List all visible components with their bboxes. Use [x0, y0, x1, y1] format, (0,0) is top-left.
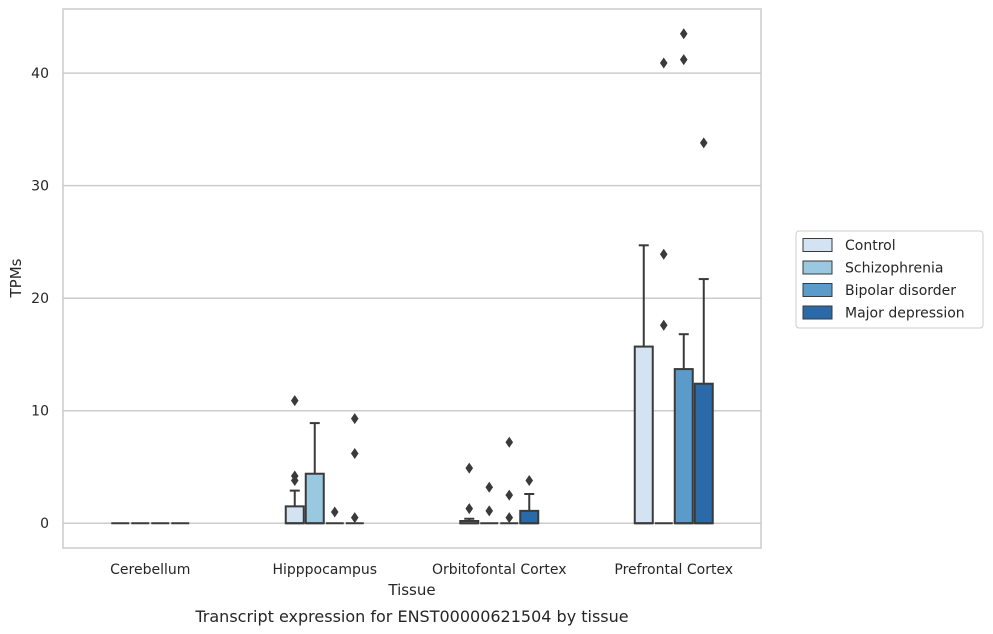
legend-swatch	[802, 238, 833, 252]
box-body	[633, 345, 654, 525]
outlier-point	[505, 512, 514, 524]
x-tick-label: Prefrontal Cortex	[614, 562, 733, 578]
x-tick-label: Orbitofontal Cortex	[432, 562, 567, 578]
outlier-point	[290, 395, 299, 407]
grid-lines	[63, 72, 761, 524]
box-control	[633, 244, 654, 525]
plot-frame	[62, 8, 762, 549]
box-major-depression	[345, 413, 364, 525]
box-body	[519, 509, 540, 525]
box-body	[673, 368, 694, 525]
box-major-depression	[693, 137, 714, 525]
box-major-depression	[519, 474, 540, 525]
outlier-point	[485, 481, 494, 493]
outlier-point	[290, 470, 299, 482]
outlier-point	[465, 462, 474, 474]
y-tick-labels: 0 10 20 30 40	[31, 66, 49, 532]
outlier-point	[350, 413, 359, 425]
y-axis-label: TPMs	[7, 258, 25, 298]
legend: Control Schizophrenia Bipolar disorder Majo…	[795, 230, 984, 329]
box-body	[304, 472, 325, 525]
y-tick-label: 30	[31, 179, 49, 195]
outlier-point	[659, 319, 668, 331]
y-tick-label: 20	[31, 291, 49, 307]
outlier-point	[699, 137, 708, 149]
legend-swatch	[802, 305, 833, 320]
outlier-point	[659, 57, 668, 69]
outlier-point	[679, 28, 688, 40]
legend-label: Major depression	[845, 306, 965, 322]
outlier-point	[659, 248, 668, 260]
outlier-point	[350, 447, 359, 459]
box-plot-layer	[111, 28, 714, 525]
y-tick-label: 40	[31, 66, 49, 82]
y-tick-label: 0	[40, 516, 49, 532]
box-control	[284, 395, 305, 525]
x-tick-label: Cerebellum	[110, 562, 190, 578]
legend-label: Bipolar disorder	[845, 283, 956, 299]
outlier-point	[330, 506, 339, 518]
x-tick-label: Hipppocampus	[272, 562, 377, 578]
box-bipolar-disorder	[500, 436, 519, 525]
legend-frame	[795, 230, 984, 329]
outlier-point	[679, 54, 688, 66]
legend-label: Control	[845, 238, 896, 254]
box-schizophrenia	[654, 57, 673, 525]
outlier-point	[465, 503, 474, 515]
chart-caption: Transcript expression for ENST0000062150…	[194, 607, 628, 626]
outlier-point	[505, 436, 514, 448]
outlier-point	[350, 512, 359, 524]
box-schizophrenia	[480, 481, 499, 525]
legend-swatch	[802, 283, 833, 297]
outlier-point	[485, 505, 494, 517]
legend-label: Schizophrenia	[845, 261, 943, 277]
box-control	[459, 462, 480, 525]
box-schizophrenia	[304, 422, 325, 525]
x-tick-labels: Cerebellum Hipppocampus Orbitofontal Corte…	[110, 562, 733, 578]
y-tick-label: 10	[31, 404, 49, 420]
outlier-point	[525, 474, 534, 486]
legend-swatch	[802, 260, 833, 275]
box-body	[284, 505, 305, 525]
box-bipolar-disorder	[673, 28, 694, 525]
outlier-point	[505, 489, 514, 501]
box-body	[693, 382, 714, 525]
box-bipolar-disorder	[325, 506, 344, 525]
x-axis-label: Tissue	[387, 581, 435, 599]
